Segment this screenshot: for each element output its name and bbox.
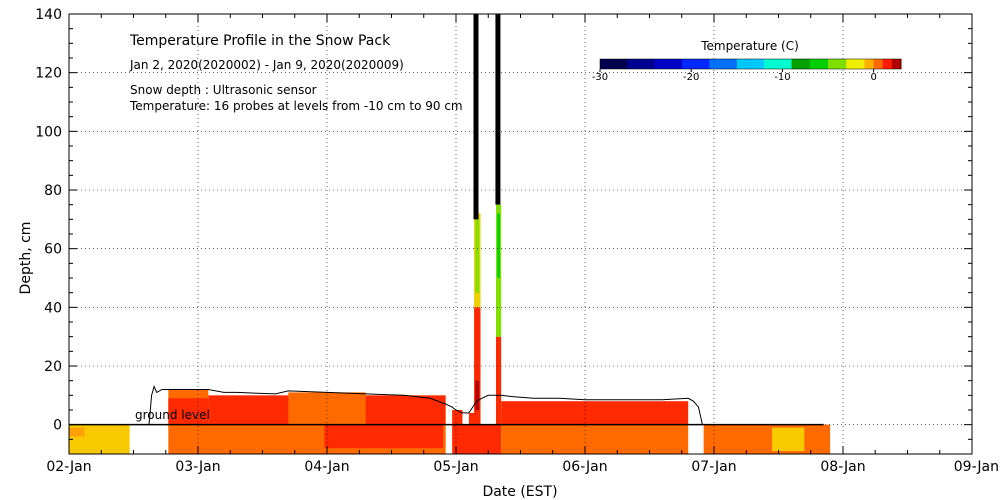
- y-tick-label: 140: [35, 7, 62, 23]
- temperature-region-16: [475, 380, 480, 410]
- x-axis-title: Date (EST): [482, 484, 557, 500]
- temperature-region-5: [168, 398, 209, 425]
- colorbar-tick-label: -10: [774, 72, 790, 83]
- colorbar-band-10: [846, 59, 866, 69]
- y-tick-label: 40: [44, 300, 62, 316]
- temperature-colorbar: -30 -20 -10 0: [592, 58, 902, 83]
- x-tick-label: 09-Jan: [954, 459, 999, 475]
- chart-title: Temperature Profile in the Snow Pack: [129, 33, 391, 49]
- colorbar-tick-label: -30: [592, 72, 608, 83]
- note-temperature: Temperature: 16 probes at levels from -1…: [129, 99, 463, 113]
- snow-depth-layer: [69, 14, 824, 426]
- colorbar-band-12: [873, 59, 884, 69]
- y-tick-label: 80: [44, 183, 62, 199]
- temperature-region-1: [69, 427, 85, 437]
- colorbar-band-1: [627, 59, 656, 69]
- y-tick-label: 20: [44, 359, 62, 375]
- colorbar-title: Temperature (C): [700, 39, 799, 53]
- temperature-region-10: [468, 412, 477, 425]
- x-tick-label: 02-Jan: [46, 459, 91, 475]
- x-tick-label: 05-Jan: [433, 459, 478, 475]
- temperature-region-20: [703, 424, 831, 454]
- colorbar-band-8: [809, 59, 829, 69]
- colorbar-band-0: [600, 59, 628, 69]
- temperature-region-21: [772, 427, 805, 452]
- x-tick-label: 08-Jan: [820, 459, 865, 475]
- x-tick-label: 03-Jan: [175, 459, 220, 475]
- colorbar-band-2: [654, 59, 683, 69]
- temperature-region-15: [475, 219, 480, 293]
- colorbar-band-13: [882, 59, 893, 69]
- colorbar-band-9: [828, 59, 847, 69]
- temperature-region-7: [288, 392, 366, 425]
- colorbar-frame: [599, 58, 902, 70]
- temperature-region-12: [501, 401, 689, 425]
- x-tick-label: 07-Jan: [691, 459, 736, 475]
- temperature-regions: [69, 204, 831, 454]
- colorbar-band-11: [864, 59, 875, 69]
- colorbar-band-14: [891, 59, 902, 69]
- colorbar-band-7: [791, 59, 811, 69]
- colorbar-band-3: [682, 59, 710, 69]
- x-tick-label: 06-Jan: [562, 459, 607, 475]
- colorbar-band-5: [736, 59, 765, 69]
- axis-ticks: 0 20 40 60 80 100 120 140 02-Jan 03-Jan 04-Jan 05-J…: [35, 7, 999, 475]
- date-range-subtitle: Jan 2, 2020(2020002) - Jan 9, 2020(20200…: [129, 58, 404, 72]
- snow-depth-line: [148, 385, 703, 425]
- colorbar-tick-label: -20: [683, 72, 699, 83]
- temperature-region-11: [501, 424, 689, 454]
- note-snow-depth: Snow depth : Ultrasonic sensor: [130, 83, 317, 97]
- temperature-region-3: [324, 424, 444, 449]
- y-axis-title: Depth, cm: [18, 222, 34, 295]
- grid-lines: [69, 14, 972, 454]
- temperature-region-19: [497, 213, 500, 278]
- ground-level-label: ground level: [135, 408, 210, 422]
- colorbar-band-6: [764, 59, 793, 69]
- x-tick-label: 04-Jan: [304, 459, 349, 475]
- temperature-region-9: [452, 410, 463, 425]
- y-tick-label: 120: [35, 66, 62, 82]
- temperature-region-17: [495, 336, 502, 425]
- y-tick-label: 100: [35, 124, 62, 140]
- colorbar-band-4: [709, 59, 738, 69]
- y-tick-label: 0: [53, 418, 62, 434]
- temperature-region-8: [452, 424, 502, 454]
- y-tick-label: 60: [44, 242, 62, 258]
- colorbar-tick-label: 0: [870, 72, 876, 83]
- plot-frame: [68, 13, 973, 455]
